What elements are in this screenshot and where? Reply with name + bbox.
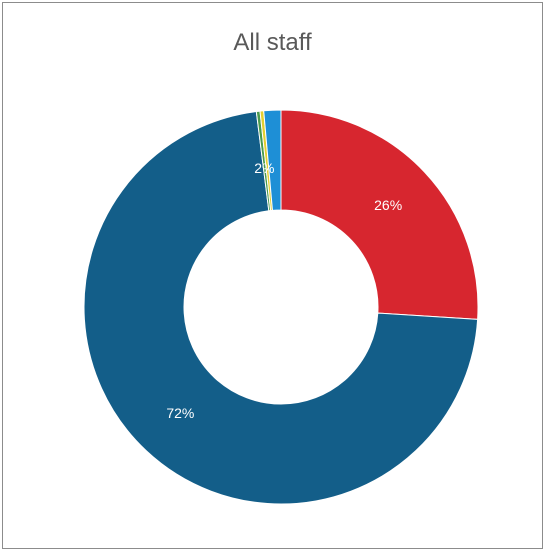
donut-slice-label-0: 26%: [374, 197, 402, 213]
chart-title: All staff: [233, 29, 312, 56]
donut-slice-label-4: 2%: [254, 160, 274, 176]
donut-slice-0: [280, 109, 479, 320]
donut-slice-label-1: 72%: [166, 405, 194, 421]
donut-slice-1: [83, 110, 479, 505]
donut-slice-4: [263, 109, 282, 211]
